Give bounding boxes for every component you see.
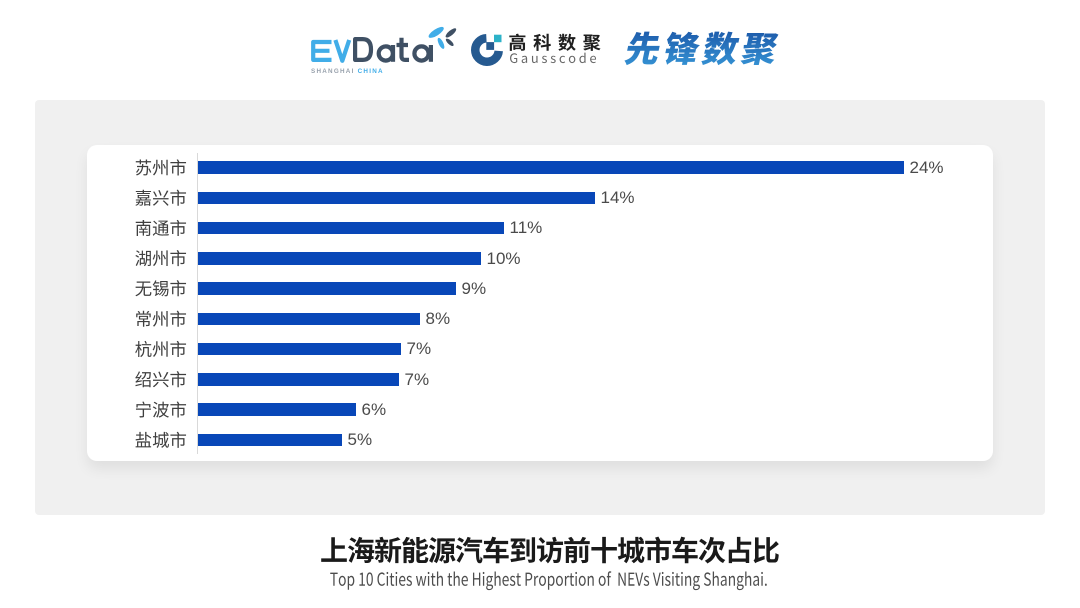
svg-text:SHANGHAI CHINA: SHANGHAI CHINA: [311, 68, 384, 75]
